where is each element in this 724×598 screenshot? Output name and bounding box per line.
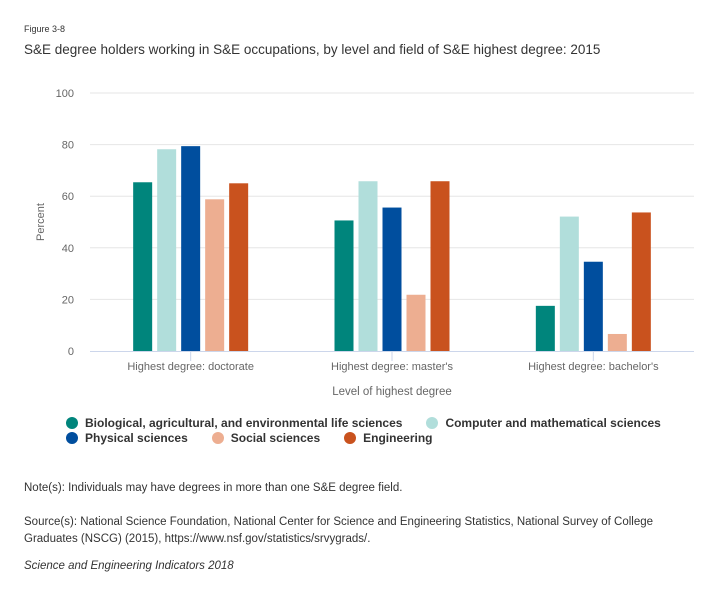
x-tick-label: Highest degree: doctorate [127,361,254,373]
y-tick-label: 100 [56,88,74,100]
x-tick-label: Highest degree: bachelor's [528,361,659,373]
bar [382,207,402,351]
y-tick-label: 40 [62,243,74,255]
credit: Science and Engineering Indicators 2018 [24,560,234,572]
x-tick-label: Highest degree: master's [331,361,453,373]
legend-item[interactable]: Social sciences [211,430,321,445]
y-tick-label: 20 [62,294,74,306]
legend-item[interactable]: Physical sciences [66,431,188,445]
legend-swatch-icon [66,416,78,429]
note: Note(s): Individuals may have degrees in… [24,482,403,494]
legend-label: Social sciences [230,430,321,445]
bar [133,182,153,351]
bar [181,146,201,351]
bar [334,220,354,351]
bar [607,333,627,351]
bar [406,294,426,351]
legend-item[interactable]: Computer and mathematical sciences [426,415,661,430]
legend: Biological, agricultural, and environmen… [66,415,685,445]
legend-label: Physical sciences [85,430,188,445]
bar [157,149,177,351]
legend-item[interactable]: Engineering [344,431,432,445]
legend-swatch-icon [426,416,439,429]
y-axis-ticks: 0 20 40 60 80 100 [56,88,74,358]
bars [133,146,651,351]
legend-row: Biological, agricultural, and environmen… [66,415,685,430]
y-tick-label: 0 [68,346,74,358]
legend-swatch-icon [344,431,357,444]
legend-label: Biological, agricultural, and environmen… [85,415,403,430]
y-axis-label: Percent [35,203,47,241]
x-axis-label: Level of highest degree [332,386,452,398]
bar [583,261,603,351]
bar [430,181,450,351]
bar [535,305,555,351]
y-tick-label: 60 [62,191,74,203]
figure-label: Figure 3-8 [24,24,66,34]
legend-item[interactable]: Biological, agricultural, and environmen… [66,416,402,430]
source: Source(s): National Science Foundation, … [24,516,654,545]
legend-swatch-icon [211,431,224,444]
legend-row: Physical sciences Social sciences Engineer… [66,430,685,445]
bar [229,183,249,351]
y-tick-label: 80 [62,140,74,152]
chart-title: S&E degree holders working in S&E occupa… [24,42,601,57]
bar [205,199,225,351]
legend-swatch-icon [66,431,78,444]
legend-label: Engineering [363,430,433,445]
legend-label: Computer and mathematical sciences [445,415,661,430]
x-axis: Highest degree: doctorate Highest degree:… [90,351,694,373]
bar [559,216,579,351]
bar [358,181,378,351]
bar [631,212,651,351]
